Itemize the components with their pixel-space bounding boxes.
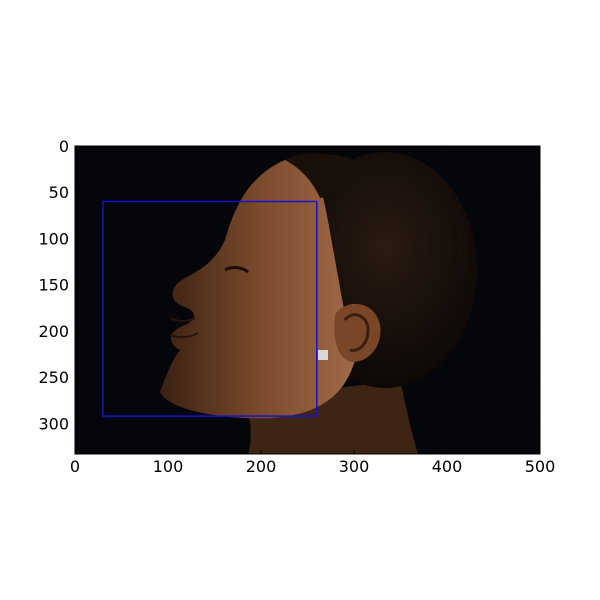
portrait-photo <box>75 146 540 454</box>
x-tick-label: 500 <box>525 457 556 476</box>
y-tick-label: 200 <box>38 322 69 341</box>
y-axis: 0 50 100 150 200 250 300 <box>38 137 540 433</box>
face-bounding-box <box>102 200 318 417</box>
x-axis: 0 100 200 300 400 500 <box>70 146 555 476</box>
y-tick-label: 300 <box>38 414 69 433</box>
x-tick-label: 300 <box>339 457 370 476</box>
y-tick-label: 250 <box>38 368 69 387</box>
x-tick-label: 200 <box>246 457 277 476</box>
x-tick-label: 0 <box>70 457 80 476</box>
x-tick-label: 400 <box>432 457 463 476</box>
x-tick-label: 100 <box>153 457 184 476</box>
axes-frame <box>74 145 541 455</box>
y-tick-label: 0 <box>59 137 69 156</box>
y-tick-label: 50 <box>49 183 69 202</box>
y-tick-label: 150 <box>38 276 69 295</box>
y-tick-label: 100 <box>38 229 69 248</box>
